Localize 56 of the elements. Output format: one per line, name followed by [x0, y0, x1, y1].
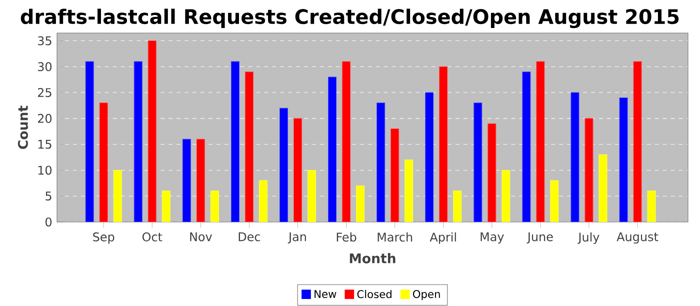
legend-label: New: [314, 290, 336, 298]
legend-label: Open: [412, 290, 440, 300]
bar: [376, 102, 386, 222]
x-tick-label: August: [616, 232, 658, 244]
x-tick-label: Jan: [288, 232, 306, 244]
bar: [196, 139, 205, 222]
bar: [258, 180, 268, 222]
bar: [230, 61, 240, 222]
bar: [99, 102, 108, 222]
bar: [210, 190, 219, 222]
y-tick-label: 5: [46, 192, 52, 201]
bar: [474, 102, 482, 222]
bar: [85, 61, 94, 222]
bar: [356, 186, 365, 222]
x-tick-label: Sep: [93, 232, 114, 244]
bar: [279, 108, 288, 222]
x-tick-label: Nov: [190, 232, 212, 242]
legend-label: Closed: [357, 290, 392, 298]
y-tick-label: 20: [38, 114, 52, 124]
y-tick-label: 0: [45, 218, 52, 227]
x-tick-label: Oct: [142, 232, 162, 242]
bar: [148, 40, 156, 222]
bar: [182, 139, 191, 222]
bar: [134, 61, 142, 222]
y-tick-label: 15: [38, 140, 52, 149]
bar: [502, 170, 510, 222]
y-tick-label: 25: [38, 88, 52, 98]
bar: [439, 66, 448, 222]
x-tick-label: Dec: [238, 232, 260, 242]
bar: [244, 72, 254, 222]
x-tick-label: June: [526, 232, 553, 244]
bar: [633, 61, 642, 222]
bar: [342, 61, 351, 222]
bar: [307, 170, 316, 222]
bar: [404, 160, 414, 222]
bar: [390, 128, 400, 222]
chart-title: drafts-lastcall Requests Created/Closed/Open August 2015: [20, 8, 679, 28]
y-tick-label: 10: [38, 166, 52, 175]
x-tick-label: July: [578, 232, 600, 244]
x-tick-label: March: [378, 232, 412, 242]
x-tick-label: April: [430, 232, 456, 244]
x-tick-label: May: [480, 232, 504, 244]
bar: [425, 92, 434, 222]
y-axis-title: Count: [18, 106, 28, 150]
y-tick-label: 35: [38, 36, 52, 46]
y-tick-label: 30: [38, 62, 52, 72]
bar: [488, 124, 496, 222]
bar: [328, 76, 337, 222]
x-tick-label: Feb: [336, 232, 356, 242]
x-axis-title: Month: [350, 253, 396, 264]
bar: [453, 190, 462, 222]
bar: [162, 190, 170, 222]
bar: [584, 118, 594, 222]
bar: [536, 61, 545, 222]
bar: [113, 170, 122, 222]
bar: [293, 118, 302, 222]
